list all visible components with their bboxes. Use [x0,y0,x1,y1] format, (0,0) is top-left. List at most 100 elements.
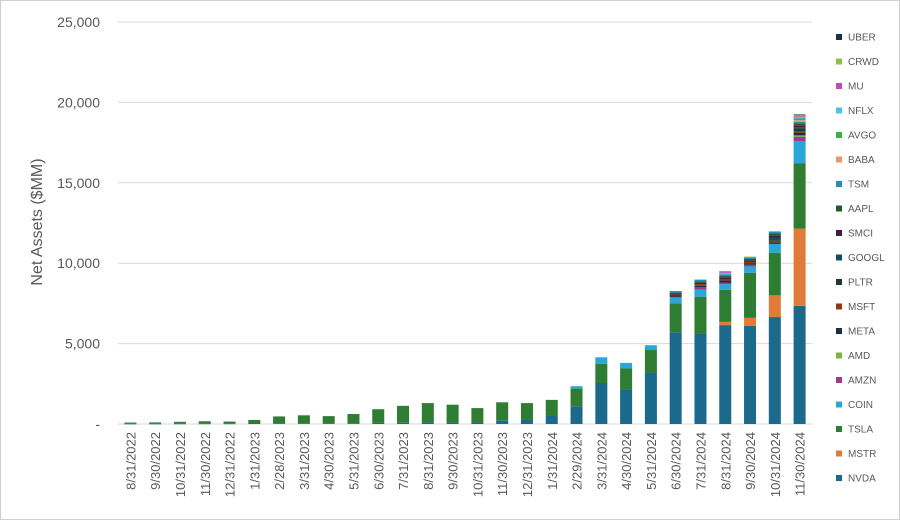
y-tick-label: 5,000 [65,336,100,352]
bar-segment-tsla [644,350,657,373]
bar-segment-smci [694,282,707,285]
bar-segment-nflx [793,116,806,119]
bar-segment-nvda [124,423,137,425]
bar-segment-meta [768,242,781,244]
bar-segment-mstr [744,317,757,326]
bar-segment-coin [694,289,707,297]
bar-segment-coin [669,297,682,304]
legend-swatch [836,475,842,481]
x-tick-label: 4/30/2024 [619,432,634,490]
bar-segment-msft [694,284,707,286]
bar-segment-nvda [198,423,211,425]
bar-segment-nvda [545,415,558,424]
bar-segment-meta [744,263,757,265]
bar-segment-baba [793,120,806,122]
bar-segment-mstr [768,295,781,318]
bar-segment-smci [793,125,806,128]
bar-segment-amzn [793,136,806,141]
legend-swatch [836,279,842,285]
bar-segment-smci [719,277,732,279]
legend-swatch [836,34,842,40]
bar-segment-nvda [223,423,236,425]
bar-segment-tsla [793,163,806,229]
y-axis-ticks: - 5,000 10,000 15,000 20,000 25,000 [57,14,100,432]
bar-segment-msft [768,240,781,243]
bar-segment-nvda [471,422,484,424]
x-tick-label: 11/30/2024 [793,432,808,496]
bar-segment-nvda [372,422,385,424]
bar-segment-nvda [322,423,335,424]
bar-segment-nvda [768,317,781,424]
legend-swatch [836,132,842,138]
legend-label: MU [848,82,864,93]
legend-item-mstr: MSTR [836,449,876,460]
legend-label: COIN [848,400,873,411]
legend-swatch [836,58,842,65]
legend-item-baba: BABA [836,155,875,166]
bar-segment-coin [644,345,657,351]
legend-label: AMZN [848,376,876,387]
bar-segment-tsla [570,388,583,407]
bar-segment-googl [793,127,806,129]
legend-label: UBER [848,33,876,44]
x-tick-label: 5/31/2024 [644,432,659,490]
bar-segment-nvda [248,423,261,425]
bar-segment-nvda [273,423,286,424]
x-tick-label: 9/30/2023 [446,432,461,490]
bar-segment-nvda [149,423,162,425]
bar-segment-tsla [446,404,459,423]
legend-label: NFLX [848,106,874,117]
x-tick-label: 8/31/2022 [123,432,138,490]
legend-item-googl: GOOGL [836,253,885,264]
bar-segment-tsla [322,416,335,424]
bar-segment-aapl [793,123,806,126]
legend-label: TSM [848,180,869,191]
x-tick-label: 5/31/2023 [346,432,361,490]
bar-segment-tsla [719,289,732,322]
x-axis-ticks: 8/31/2022 9/30/2022 10/31/2022 11/30/2022 12… [123,432,807,497]
bar-segment-tsla [173,421,186,424]
bar-segment-nvda [644,372,657,424]
bar-segment-tsm [744,257,757,260]
x-tick-label: 6/30/2024 [669,432,684,490]
bar-segment-meta [793,132,806,136]
legend-swatch [836,450,842,457]
bar-segment-nflx [768,231,781,232]
bar-segment-tsm [768,231,781,234]
x-tick-label: 6/30/2023 [371,432,386,490]
bar-segment-tsla [248,419,261,424]
legend-swatch [836,352,842,359]
legend-item-mu: MU [836,82,864,93]
legend: UBER CRWD MU NFLX AVGO BABA TSM AAPL SMCI GOOGL PL… [836,33,885,485]
bar-segment-tsla [198,421,211,424]
x-tick-label: 2/28/2023 [272,432,287,490]
bar-segment-msft [669,295,682,297]
bar-segment-nvda [421,422,434,424]
x-tick-label: 8/31/2024 [718,432,733,490]
x-tick-label: 1/31/2023 [247,432,262,490]
x-tick-label: 12/31/2023 [520,432,535,497]
legend-label: AAPL [848,204,874,215]
bar-segment-pltr [793,128,806,132]
bar-segment-msft [719,278,732,281]
legend-label: BABA [848,155,875,166]
bar-segment-meta [694,285,707,288]
gridlines [118,21,812,425]
legend-label: CRWD [848,57,879,68]
legend-item-smci: SMCI [836,229,873,240]
bar-segment-msft [793,131,806,133]
bar-segment-tsla [545,399,558,416]
bar-segment-nvda [694,333,707,424]
legend-item-nvda: NVDA [836,474,876,485]
bar-segment-tsla [595,363,608,383]
bar-segment-googl [768,237,781,240]
bar-segment-aapl [768,233,781,236]
bar-segment-coin [620,362,633,369]
bar-segment-amd [793,135,806,137]
x-tick-label: 12/31/2022 [223,432,238,497]
bar-segment-uber [793,114,806,116]
legend-label: SMCI [848,229,873,240]
bar-segment-nvda [347,423,360,424]
legend-label: PLTR [848,278,873,289]
